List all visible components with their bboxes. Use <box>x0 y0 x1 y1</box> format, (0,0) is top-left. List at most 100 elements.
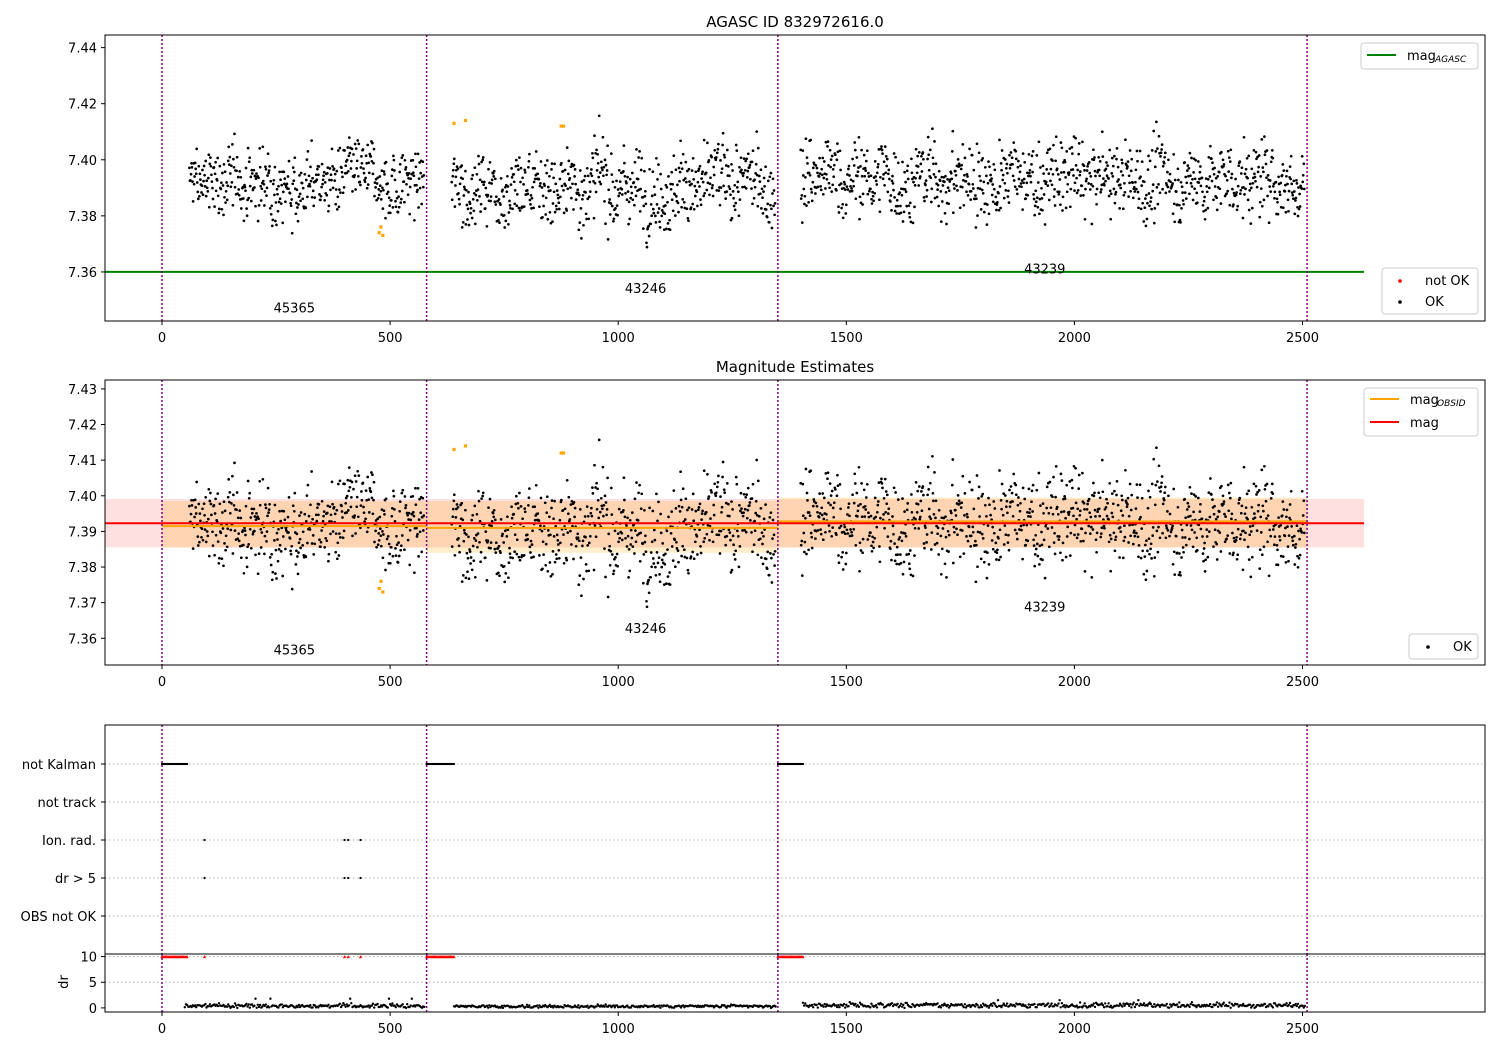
magnitude-ok-point <box>818 492 821 495</box>
dr-point <box>195 1006 198 1009</box>
magnitude-ok-point <box>656 561 660 565</box>
agasc-ok-point <box>1024 197 1028 200</box>
magnitude-ok-point <box>1120 498 1124 502</box>
dr-point <box>890 1002 894 1005</box>
agasc-ok-point <box>498 221 501 225</box>
agasc-ok-point <box>676 201 680 205</box>
agasc-ok-point <box>356 139 360 142</box>
magnitude-dropped-point <box>379 579 383 583</box>
magnitude-ok-point <box>1132 529 1136 533</box>
agasc-ok-point <box>1030 154 1034 158</box>
magnitude-ok-point <box>908 549 912 552</box>
agasc-ok-point <box>469 206 473 210</box>
magnitude-ok-point <box>750 531 753 534</box>
agasc-dropped-point <box>561 124 566 128</box>
agasc-ok-point <box>382 188 385 192</box>
magnitude-ok-point <box>1238 496 1242 500</box>
magnitude-ok-point <box>692 557 696 561</box>
magnitude-ok-point <box>1037 471 1041 475</box>
agasc-ok-point <box>650 194 654 198</box>
magnitude-ok-point <box>317 513 320 517</box>
dr-point <box>228 1005 231 1008</box>
agasc-ok-point <box>1294 196 1298 200</box>
agasc-ok-point <box>301 186 305 190</box>
agasc-ok-point <box>550 168 553 171</box>
magnitude-ok-point <box>276 538 279 541</box>
agasc-ok-point <box>1003 158 1007 161</box>
dr-point <box>391 1002 394 1005</box>
agasc-ok-point <box>872 199 875 203</box>
magnitude-ok-point <box>667 515 670 519</box>
agasc-ok-point <box>334 188 338 191</box>
agasc-ok-point <box>664 183 668 187</box>
magnitude-ok-point <box>617 540 620 544</box>
magnitude-ok-point <box>334 532 338 535</box>
agasc-ok-point <box>525 189 529 192</box>
magnitude-ok-point <box>1097 507 1101 511</box>
agasc-ok-point <box>488 161 492 164</box>
magnitude-ok-point <box>211 530 214 534</box>
magnitude-ok-point <box>359 504 363 507</box>
agasc-ok-point <box>839 182 843 185</box>
magnitude-ok-point <box>870 549 874 553</box>
magnitude-ok-point <box>670 545 674 548</box>
magnitude-ok-point <box>407 511 411 515</box>
agasc-ok-point <box>1087 182 1091 185</box>
agasc-ok-point <box>1017 177 1021 181</box>
magnitude-ok-point <box>1017 496 1020 499</box>
magnitude-ok-point <box>990 518 993 522</box>
agasc-ok-point <box>1291 197 1295 201</box>
agasc-ok-point <box>237 193 241 197</box>
agasc-ok-point <box>249 175 253 179</box>
agasc-ok-point <box>1166 170 1169 174</box>
magnitude-ok-point <box>832 515 836 519</box>
magnitude-ok-point <box>738 545 742 548</box>
flag-point <box>347 876 350 880</box>
magnitude-ok-point <box>1035 542 1039 546</box>
magnitude-ok-point <box>808 514 812 517</box>
agasc-ok-point <box>1083 169 1086 172</box>
magnitude-ok-point <box>541 567 544 571</box>
magnitude-ok-point <box>606 595 610 599</box>
agasc-ok-point <box>846 173 849 176</box>
agasc-ok-point <box>608 213 612 216</box>
agasc-legend-entry-label: not OK <box>1425 274 1470 289</box>
magnitude-ok-point <box>464 576 468 580</box>
magnitude-ok-point <box>983 503 987 507</box>
magnitude-ok-point <box>588 534 592 538</box>
agasc-ok-point <box>849 184 852 188</box>
agasc-ok-point <box>258 147 262 150</box>
magnitude-ok-point <box>889 539 893 543</box>
agasc-ok-point <box>847 167 850 171</box>
magnitude-ok-point <box>235 491 239 494</box>
flag-point <box>203 838 206 842</box>
agasc-ok-point <box>268 165 271 168</box>
agasc-ok-point <box>937 169 941 173</box>
dr-point <box>881 1003 884 1006</box>
agasc-ok-point <box>226 159 230 163</box>
magnitude-ok-point <box>594 535 598 539</box>
magnitude-ok-point <box>933 543 937 546</box>
dr-point <box>499 1006 502 1009</box>
magnitude-ok-point <box>555 557 559 561</box>
agasc-ok-point <box>473 222 477 226</box>
agasc-ok-point <box>1143 206 1147 210</box>
agasc-ok-point <box>1168 172 1172 176</box>
agasc-ok-point <box>1027 174 1030 178</box>
agasc-ok-point <box>639 168 643 172</box>
agasc-ok-point <box>566 187 570 191</box>
agasc-ok-point <box>865 149 869 153</box>
magnitude-ok-point <box>683 518 687 521</box>
magnitude-ok-point <box>392 494 396 498</box>
magnitude-ok-point <box>648 506 651 510</box>
agasc-ok-point <box>969 189 973 193</box>
magnitude-ok-point <box>620 531 624 535</box>
magnitude-ok-point <box>908 567 912 571</box>
magnitude-ok-point <box>266 486 270 490</box>
agasc-ok-point <box>1020 179 1024 182</box>
magnitude-ok-point <box>568 518 572 521</box>
magnitude-ok-point <box>762 534 765 538</box>
magnitude-ok-point <box>1122 539 1126 543</box>
agasc-ok-point <box>345 171 349 175</box>
magnitude-ok-point <box>629 528 633 532</box>
